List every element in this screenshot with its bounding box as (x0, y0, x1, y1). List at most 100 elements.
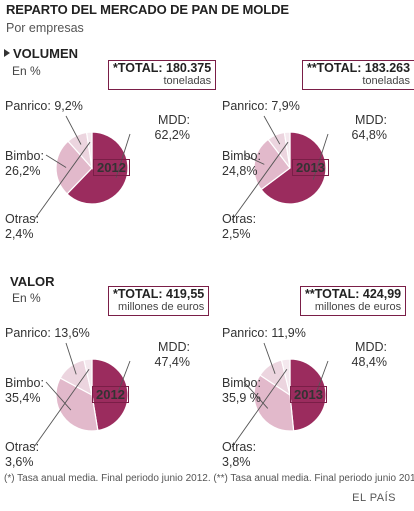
leader-line (65, 342, 77, 375)
slice-mdd (260, 131, 327, 205)
series-name: Otras (5, 212, 36, 226)
label-bimbo-volumen-2013: Bimbo: 24,8% (222, 149, 261, 178)
label-bimbo-valor-2013: Bimbo: 35,9 % (222, 376, 261, 405)
series-name: Bimbo (5, 376, 41, 390)
series-value: 62,2% (154, 128, 190, 142)
arrow-bullet-icon (4, 49, 10, 57)
label-mdd-valor-2012: MDD: 47,4% (154, 340, 190, 369)
label-otras-volumen-2012: Otras: 2,4% (5, 212, 40, 241)
total-value: *TOTAL: 419,55 (113, 287, 205, 301)
year-label-volumen-2012: 2012 (93, 159, 130, 176)
series-value: 35,4% (5, 391, 41, 405)
slice-mdd (91, 358, 129, 432)
leader-line (33, 141, 91, 221)
series-value: 47,4% (154, 355, 190, 369)
year-label-valor-2012: 2012 (92, 386, 129, 403)
leader-line (263, 115, 281, 145)
label-mdd-volumen-2012: MDD: 62,2% (154, 113, 190, 142)
slice-bimbo (253, 374, 295, 432)
series-value: 26,2% (5, 164, 41, 178)
pie-valor-2013 (231, 342, 329, 448)
total-unit: millones de euros (118, 301, 205, 313)
leader-line (65, 115, 82, 145)
label-panrico-valor-2013: Panrico: 11,9% (222, 326, 306, 340)
leader-line (231, 141, 289, 221)
series-name: MDD (355, 113, 384, 127)
series-value: 3,8% (222, 455, 251, 469)
series-value: 2,5% (222, 227, 251, 241)
total-value: **TOTAL: 183.263 (307, 61, 411, 75)
year-label-volumen-2013: 2013 (292, 159, 329, 176)
series-name: MDD (355, 340, 384, 354)
total-unit: toneladas (163, 75, 212, 87)
series-value: 64,8% (351, 128, 387, 142)
series-name: Panrico (5, 326, 48, 340)
series-name: Panrico (5, 99, 48, 113)
label-otras-valor-2012: Otras: 3,6% (5, 440, 40, 469)
slice-otras (85, 131, 93, 169)
section-volumen-label: VOLUMEN (13, 46, 78, 61)
section-valor-unit: En % (12, 291, 41, 305)
series-value: 48,4% (351, 355, 387, 369)
total-box-valor-2013: **TOTAL: 424,99 millones de euros (300, 286, 407, 316)
source-credit: EL PAÍS (352, 492, 396, 504)
series-value: 3,6% (5, 455, 34, 469)
series-name: MDD (158, 340, 187, 354)
series-value: 35,9 % (222, 391, 261, 405)
label-otras-volumen-2013: Otras: 2,5% (222, 212, 257, 241)
leader-line (243, 381, 269, 409)
label-panrico-volumen-2012: Panrico: 9,2% (5, 99, 83, 113)
leader-line (263, 342, 276, 374)
leader-line (45, 381, 72, 411)
series-name: Otras (222, 440, 253, 454)
label-panrico-valor-2012: Panrico: 13,6% (5, 326, 90, 340)
series-value: 11,9% (271, 326, 306, 340)
total-value: *TOTAL: 180.375 (113, 61, 212, 75)
chart-subtitle: Por empresas (6, 21, 84, 35)
label-otras-valor-2013: Otras: 3,8% (222, 440, 257, 469)
leader-line (231, 369, 288, 448)
series-name: Bimbo (222, 149, 258, 163)
series-name: Bimbo (5, 149, 41, 163)
slice-bimbo (55, 140, 93, 195)
leader-line (117, 360, 131, 394)
pie-valor-2012 (33, 342, 131, 448)
leader-line (45, 154, 67, 168)
leader-line (315, 360, 329, 394)
leader-line (33, 368, 90, 448)
series-name: Otras (222, 212, 253, 226)
pie-volumen-2013 (231, 115, 329, 221)
label-bimbo-valor-2012: Bimbo: 35,4% (5, 376, 44, 405)
series-value: 9,2% (54, 99, 83, 113)
label-bimbo-volumen-2012: Bimbo: 26,2% (5, 149, 44, 178)
slice-otras (83, 358, 93, 396)
label-panrico-volumen-2013: Panrico: 7,9% (222, 99, 300, 113)
slice-mdd (66, 131, 129, 205)
slice-bimbo (55, 377, 99, 432)
series-name: Bimbo (222, 376, 258, 390)
year-label-valor-2013: 2013 (290, 386, 327, 403)
slice-otras (283, 131, 291, 169)
total-unit: toneladas (362, 75, 411, 87)
leader-line (115, 133, 131, 178)
series-name: MDD (158, 113, 187, 127)
total-box-volumen-2012: *TOTAL: 180.375 toneladas (108, 60, 217, 90)
pie-volumen-2012 (33, 115, 131, 221)
label-mdd-volumen-2013: MDD: 64,8% (351, 113, 387, 142)
series-value: 2,4% (5, 227, 34, 241)
total-unit: millones de euros (314, 301, 402, 313)
footnote: (*) Tasa anual media. Final periodo juni… (4, 473, 414, 484)
section-valor-heading: VALOR (10, 274, 55, 289)
leader-line (312, 133, 329, 180)
series-name: Panrico (222, 326, 265, 340)
total-box-volumen-2013: **TOTAL: 183.263 toneladas (302, 60, 414, 90)
series-value: 13,6% (54, 326, 90, 340)
total-box-valor-2012: *TOTAL: 419,55 millones de euros (108, 286, 210, 316)
series-name: Otras (5, 440, 36, 454)
series-name: Panrico (222, 99, 265, 113)
section-volumen-heading: VOLUMEN (4, 46, 78, 61)
series-value: 24,8% (222, 164, 258, 178)
total-value: **TOTAL: 424,99 (305, 287, 402, 301)
label-mdd-valor-2013: MDD: 48,4% (351, 340, 387, 369)
